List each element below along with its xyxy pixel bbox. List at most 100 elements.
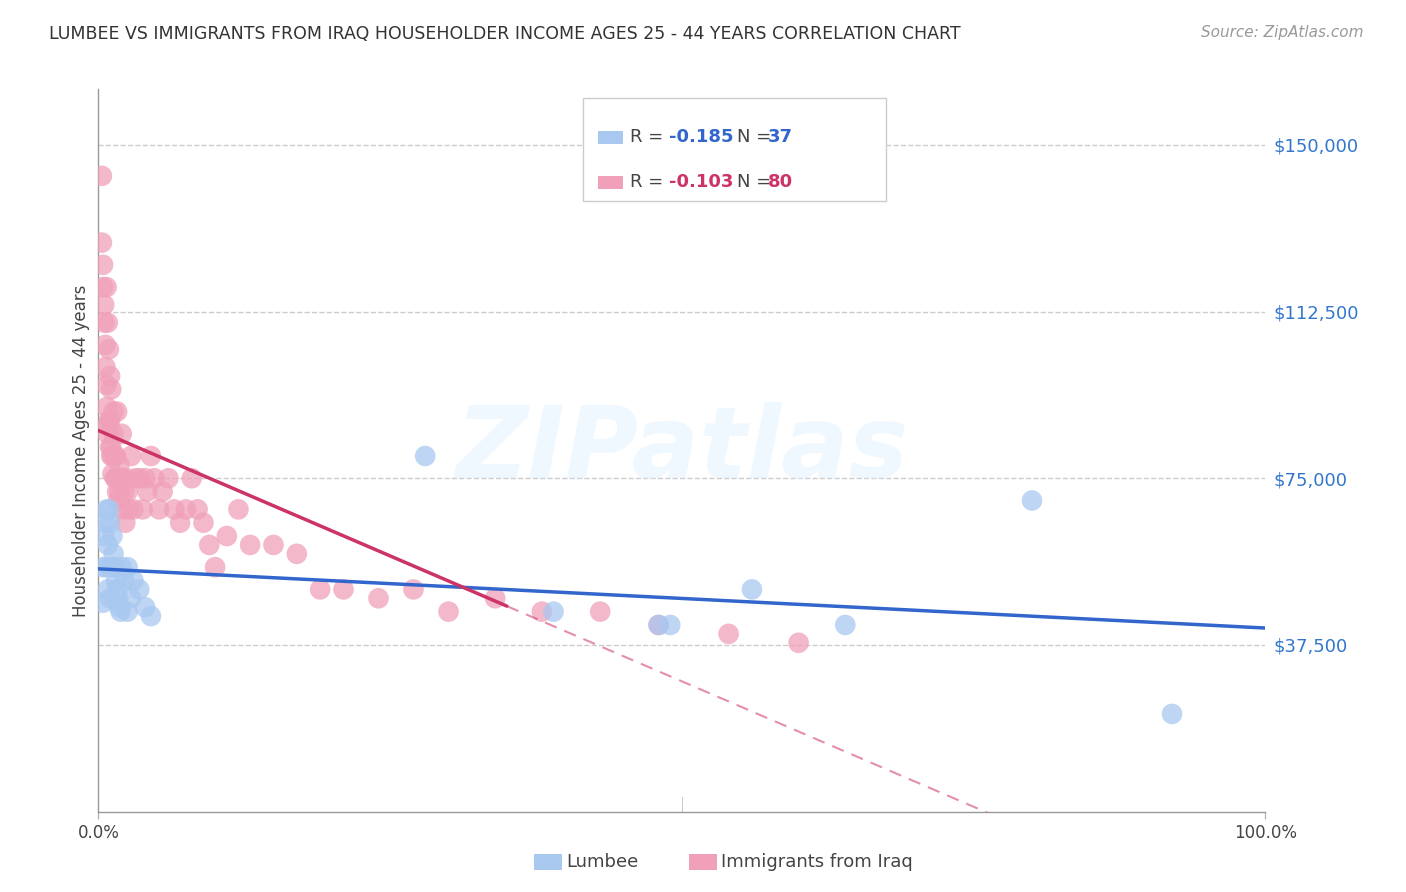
- Point: [143, 471, 166, 485]
- Point: [118, 502, 141, 516]
- Text: Immigrants from Iraq: Immigrants from Iraq: [721, 853, 912, 871]
- Point: [152, 484, 174, 499]
- Point: [97, 538, 120, 552]
- Point: [96, 400, 118, 414]
- Point: [104, 449, 127, 463]
- Point: [96, 377, 118, 392]
- Point: [120, 449, 142, 463]
- Point: [117, 560, 139, 574]
- Point: [120, 591, 142, 606]
- Point: [108, 600, 131, 615]
- Point: [97, 343, 120, 357]
- Point: [262, 538, 284, 552]
- Y-axis label: Householder Income Ages 25 - 44 years: Householder Income Ages 25 - 44 years: [72, 285, 90, 616]
- Point: [332, 582, 354, 597]
- Point: [543, 605, 565, 619]
- Point: [128, 471, 150, 485]
- Point: [204, 560, 226, 574]
- Point: [111, 560, 134, 574]
- Point: [1161, 706, 1184, 721]
- Point: [413, 449, 436, 463]
- Point: [98, 591, 121, 606]
- Point: [97, 316, 120, 330]
- Point: [104, 471, 127, 485]
- Point: [647, 618, 669, 632]
- Point: [115, 471, 138, 485]
- Point: [111, 426, 134, 441]
- Point: [125, 471, 148, 485]
- Point: [97, 582, 120, 597]
- Point: [1021, 493, 1043, 508]
- Point: [97, 502, 120, 516]
- Text: 80: 80: [768, 173, 793, 191]
- Point: [647, 618, 669, 632]
- Point: [94, 360, 117, 375]
- Point: [97, 426, 120, 441]
- Point: [96, 502, 118, 516]
- Point: [228, 502, 250, 516]
- Point: [834, 618, 856, 632]
- Point: [134, 471, 156, 485]
- Point: [215, 529, 238, 543]
- Point: [96, 280, 118, 294]
- Point: [132, 502, 155, 516]
- Point: [139, 449, 162, 463]
- Text: -0.103: -0.103: [669, 173, 734, 191]
- Point: [110, 605, 132, 619]
- Point: [108, 484, 131, 499]
- Point: [101, 529, 124, 543]
- Point: [741, 582, 763, 597]
- Point: [174, 502, 197, 516]
- Point: [117, 484, 139, 499]
- Point: [100, 449, 122, 463]
- Text: -0.185: -0.185: [669, 128, 734, 146]
- Point: [93, 529, 115, 543]
- Point: [107, 493, 129, 508]
- Text: R =: R =: [630, 173, 669, 191]
- Point: [98, 369, 121, 384]
- Point: [98, 440, 121, 454]
- Point: [97, 413, 120, 427]
- Point: [100, 440, 122, 454]
- Point: [103, 404, 125, 418]
- Text: Source: ZipAtlas.com: Source: ZipAtlas.com: [1201, 25, 1364, 40]
- Point: [91, 560, 114, 574]
- Point: [148, 502, 170, 516]
- Point: [187, 502, 209, 516]
- Point: [787, 636, 810, 650]
- Point: [98, 516, 121, 530]
- Text: R =: R =: [630, 128, 669, 146]
- Point: [104, 449, 127, 463]
- Point: [91, 280, 114, 294]
- Point: [100, 382, 122, 396]
- Point: [285, 547, 308, 561]
- Point: [180, 471, 202, 485]
- Point: [717, 627, 740, 641]
- Point: [169, 516, 191, 530]
- Point: [91, 258, 114, 272]
- Point: [402, 582, 425, 597]
- Point: [198, 538, 221, 552]
- Point: [100, 560, 122, 574]
- Point: [94, 516, 117, 530]
- Point: [103, 426, 125, 441]
- Point: [93, 316, 115, 330]
- Point: [98, 413, 121, 427]
- Point: [104, 560, 127, 574]
- Point: [117, 605, 139, 619]
- Text: ZIPatlas: ZIPatlas: [456, 402, 908, 499]
- Point: [136, 484, 159, 499]
- Point: [134, 600, 156, 615]
- Point: [112, 484, 135, 499]
- Point: [90, 169, 112, 183]
- Point: [91, 596, 114, 610]
- Point: [104, 574, 127, 588]
- Point: [101, 449, 124, 463]
- Point: [659, 618, 682, 632]
- Point: [193, 516, 215, 530]
- Point: [105, 404, 128, 418]
- Point: [530, 605, 553, 619]
- Text: N =: N =: [737, 128, 776, 146]
- Point: [90, 235, 112, 250]
- Point: [110, 471, 132, 485]
